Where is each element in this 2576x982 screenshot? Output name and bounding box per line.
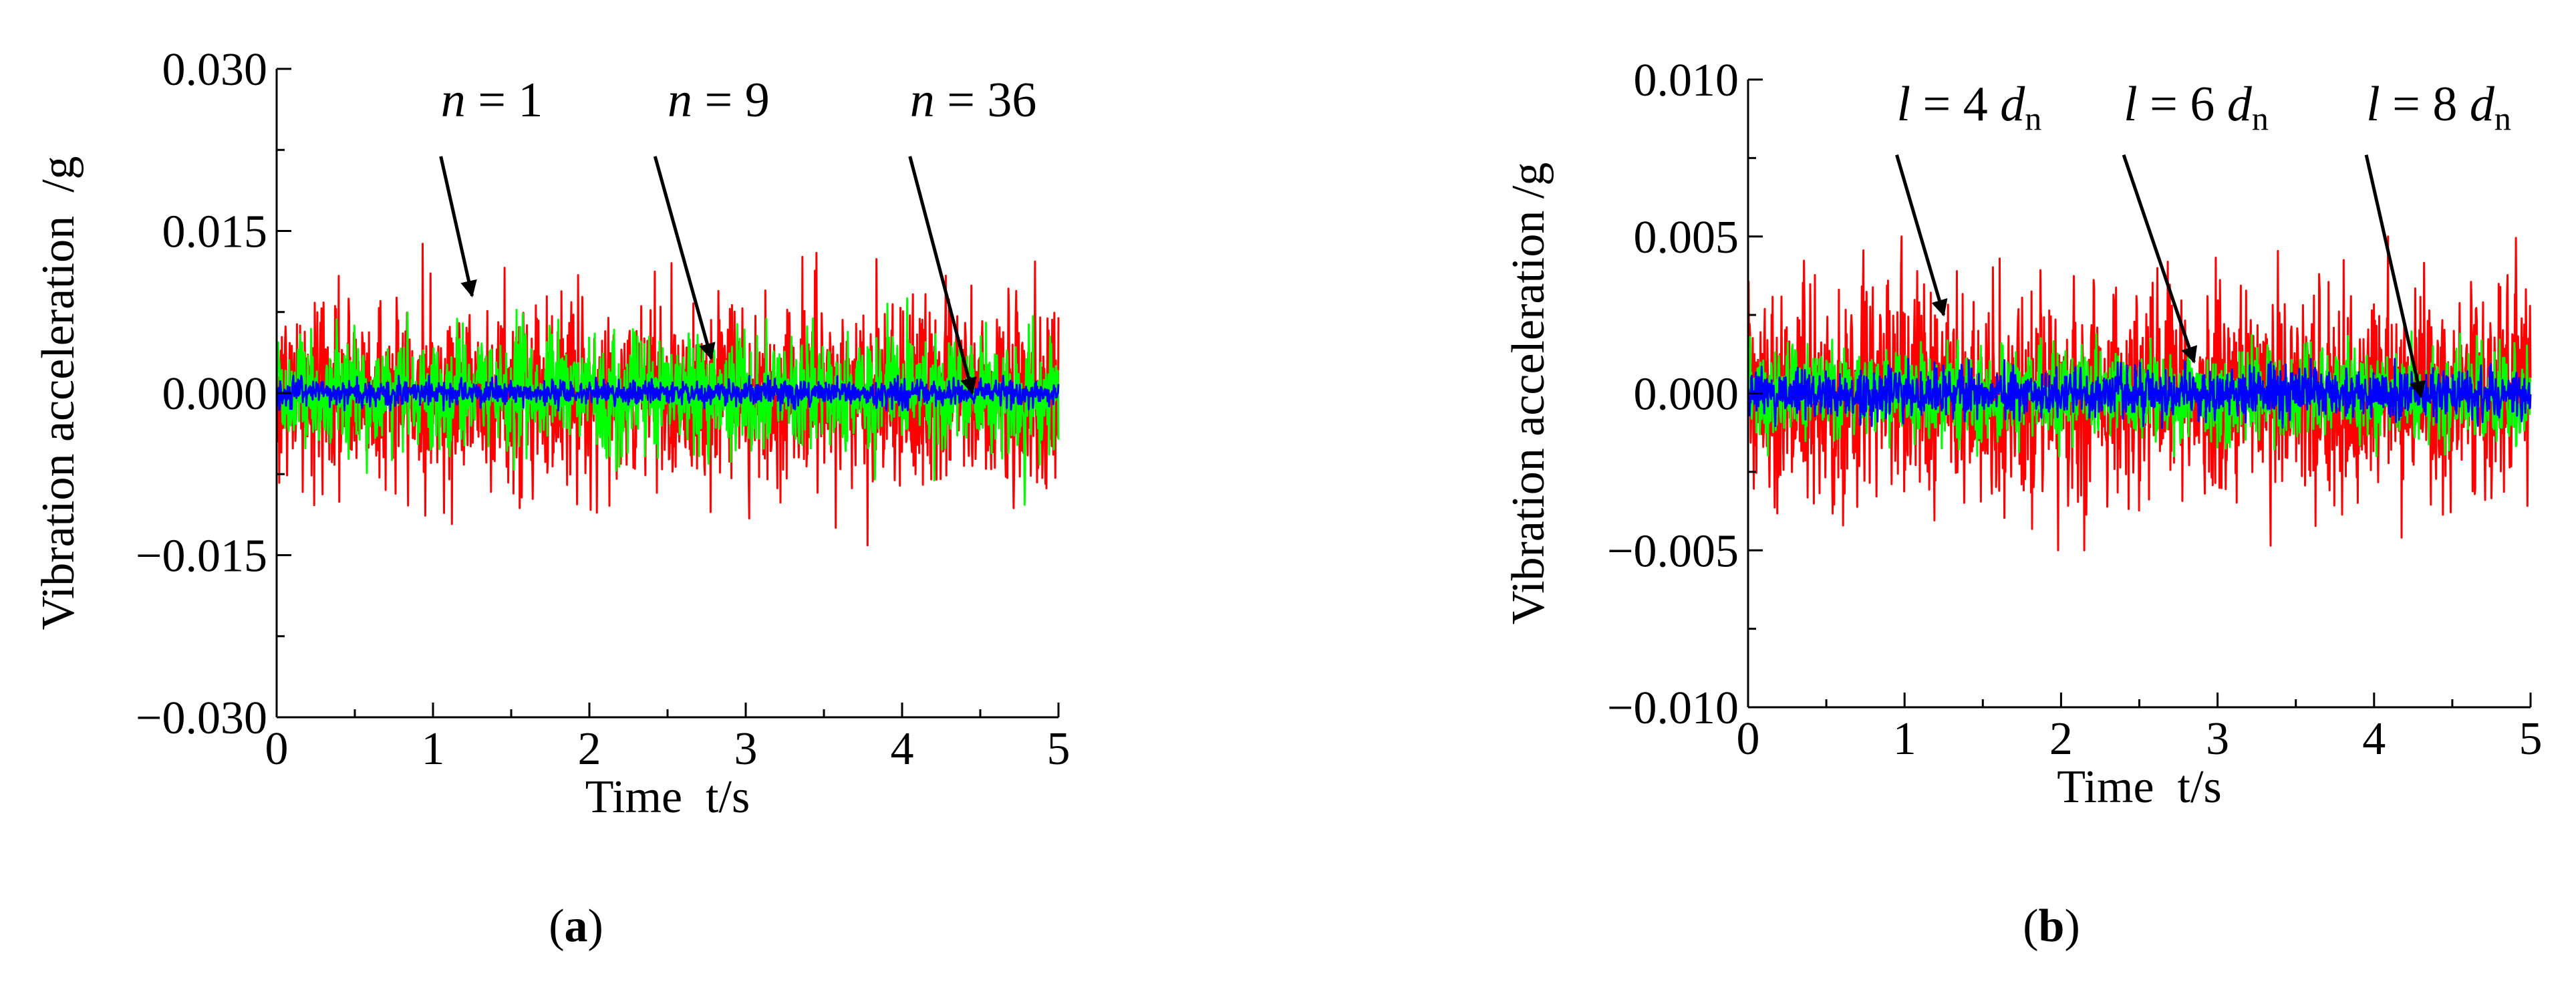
panel-caption: (a) <box>549 900 603 952</box>
annotation-variable: l <box>1896 77 1910 132</box>
caption-close-paren: ) <box>588 900 603 952</box>
annotation-arrow-2 <box>653 156 716 360</box>
annotation-unit-variable: d <box>2000 77 2025 132</box>
panel-caption: (b) <box>2023 900 2080 952</box>
annotation-value: 4 <box>1963 77 2001 132</box>
caption-open-paren: ( <box>2023 900 2038 952</box>
x-tick-label: 1 <box>422 723 445 775</box>
annotation-equals: = <box>466 73 519 128</box>
annotation-equals: = <box>1910 77 1963 132</box>
annotation-variable: n <box>668 73 692 128</box>
annotation-variable: l <box>2124 77 2138 132</box>
series-annotation-1: n = 1 <box>441 73 543 128</box>
annotation-unit-subscript: n <box>2025 100 2041 137</box>
series-annotation-2: l = 6 dn <box>2124 77 2269 137</box>
annotation-value: 8 <box>2432 77 2470 132</box>
series-trace-1 <box>1747 235 2532 551</box>
annotation-equals: = <box>692 73 745 128</box>
annotation-unit-variable: d <box>2470 77 2495 132</box>
annotation-value: 9 <box>745 73 770 128</box>
annotation-value: 36 <box>987 73 1036 128</box>
x-tick-label: 0 <box>265 723 289 775</box>
annotation-value: 1 <box>518 73 543 128</box>
annotation-unit-subscript: n <box>2494 100 2511 137</box>
annotation-equals: = <box>935 73 988 128</box>
annotation-arrow-1 <box>1895 154 1948 317</box>
annotation-arrow-3 <box>2364 154 2426 398</box>
x-tick-label: 3 <box>2206 713 2229 765</box>
annotation-arrow-3 <box>908 156 977 395</box>
x-axis-label: Time t/s <box>2057 761 2221 813</box>
chart-panel-a: 0 1 2 3 4 5 −0.030 −0.015 0.000 0.015 0.030 Time t/… <box>33 44 1070 952</box>
series-annotation-3: n = 36 <box>910 73 1037 128</box>
x-tick-label: 4 <box>2362 713 2386 765</box>
annotation-variable: l <box>2366 77 2380 132</box>
y-tick-label: −0.030 <box>136 693 267 744</box>
y-axis-label: Vibration acceleration /g <box>33 156 84 630</box>
annotation-unit-variable: d <box>2227 77 2253 132</box>
x-tick-label: 5 <box>1047 723 1070 775</box>
y-tick-label: 0.030 <box>162 44 268 96</box>
annotation-unit-subscript: n <box>2252 100 2269 137</box>
annotation-equals: = <box>2380 77 2433 132</box>
x-tick-label: 2 <box>2049 713 2073 765</box>
series-annotation-2: n = 9 <box>668 73 770 128</box>
x-tick-label: 4 <box>891 723 914 775</box>
y-tick-label: 0.005 <box>1634 212 1739 263</box>
annotation-variable: n <box>441 73 466 128</box>
x-tick-label: 1 <box>1893 713 1916 765</box>
y-axis-label: Vibration acceleration /g <box>1503 162 1554 625</box>
y-tick-label: 0.000 <box>1634 369 1739 420</box>
x-tick-label: 5 <box>2519 713 2543 765</box>
caption-close-paren: ) <box>2064 900 2080 952</box>
series-trace-3 <box>275 374 1060 412</box>
annotation-arrow-1 <box>439 156 477 297</box>
annotation-variable: n <box>910 73 935 128</box>
y-tick-label: 0.000 <box>162 368 268 420</box>
x-tick-label: 2 <box>578 723 601 775</box>
annotation-equals: = <box>2138 77 2190 132</box>
series-annotation-1: l = 4 dn <box>1896 77 2041 137</box>
x-tick-label: 3 <box>734 723 758 775</box>
y-tick-label: −0.010 <box>1607 683 1739 734</box>
caption-letter: b <box>2039 900 2065 952</box>
series-trace-3 <box>1747 358 2532 429</box>
series-annotation-3: l = 8 dn <box>2366 77 2511 137</box>
y-tick-label: −0.005 <box>1607 525 1739 577</box>
chart-panel-b: 0 1 2 3 4 5 −0.010 −0.005 0.000 0.005 0.010 Time t/… <box>1503 55 2543 952</box>
caption-letter: a <box>565 900 588 952</box>
y-tick-label: 0.015 <box>162 207 268 258</box>
y-tick-label: −0.015 <box>136 531 267 582</box>
annotation-value: 6 <box>2190 77 2227 132</box>
y-tick-label: 0.010 <box>1634 55 1739 106</box>
x-axis-label: Time t/s <box>585 771 750 823</box>
x-tick-label: 0 <box>1737 713 1760 765</box>
annotation-arrow-2 <box>2122 154 2198 364</box>
caption-open-paren: ( <box>549 900 564 952</box>
